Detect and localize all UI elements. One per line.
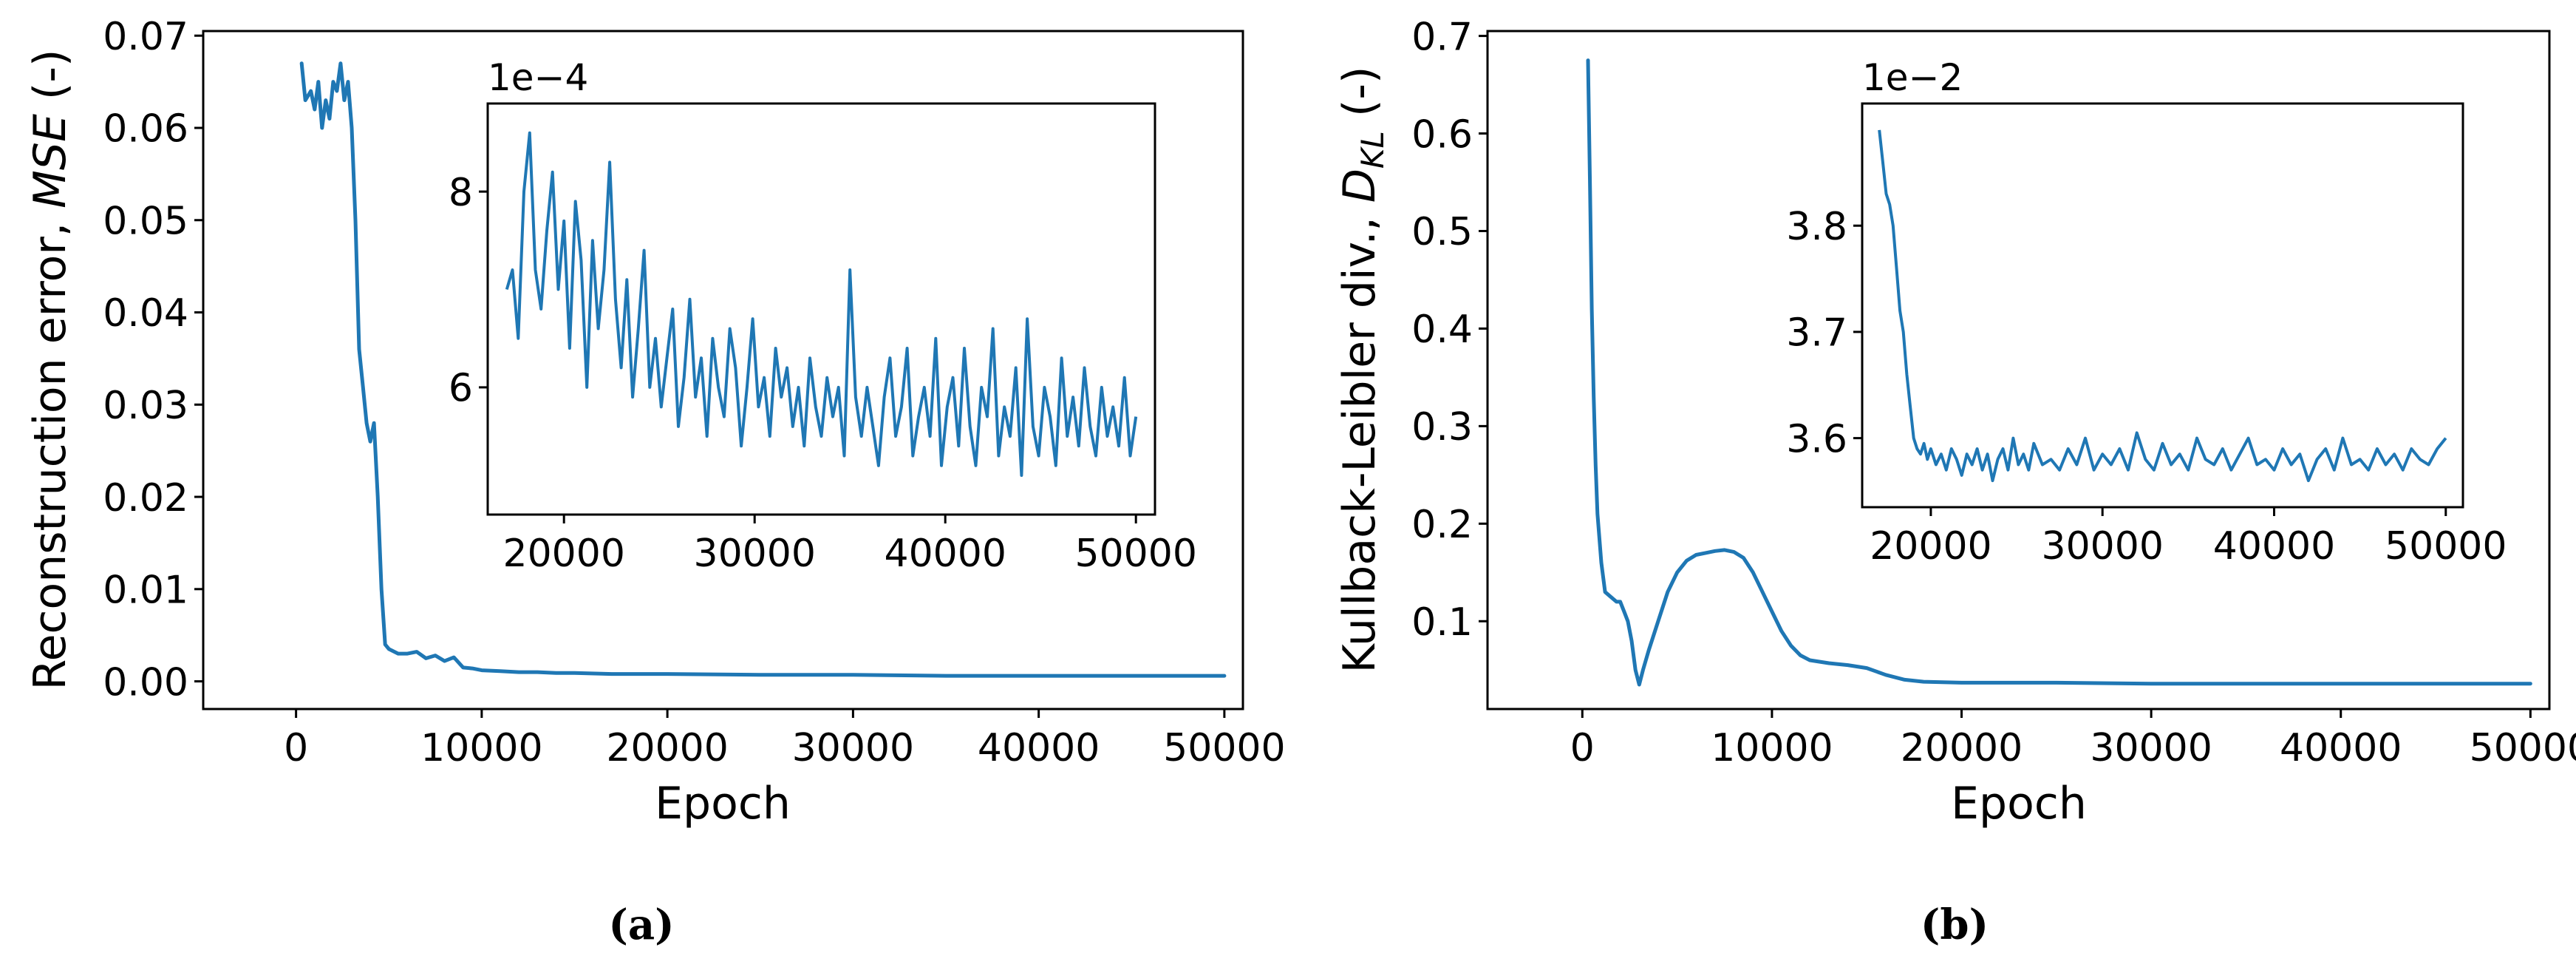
caption-b: (b): [1921, 901, 1989, 949]
y-axis-label-b-suffix: (-): [1334, 67, 1386, 132]
a-xtick-label: 40000: [978, 726, 1100, 770]
a-xtick-label: 30000: [792, 726, 914, 770]
y-axis-label-b-text: Kullback-Leibler div.,: [1334, 203, 1386, 673]
b-inset-xtick-label: 20000: [1870, 524, 1991, 569]
b-inset-ytick-label: 3.7: [1786, 311, 1847, 356]
panel-b: 0 10000 20000 30000 40000 50000 0.1 0.2 0.3 0.4 0…: [1334, 15, 2576, 949]
kl-divergence-line: [1586, 58, 2532, 687]
a-ytick-label: 0.00: [103, 660, 188, 705]
b-ytick-label: 0.2: [1411, 503, 1473, 547]
b-inset-ytick-label: 3.8: [1786, 205, 1847, 249]
b-xtick-label: 0: [1570, 726, 1595, 770]
y-axis-label-b-sub: KL: [1355, 131, 1391, 169]
y-axis-label-b-italic: D: [1334, 169, 1386, 203]
a-inset-ytick-label: 8: [449, 171, 473, 215]
b-inset-xtick-label: 30000: [2041, 524, 2163, 569]
a-ytick-label: 0.01: [103, 569, 188, 613]
y-axis-label-a-suffix: (-): [24, 50, 76, 115]
b-ytick-label: 0.7: [1411, 15, 1473, 59]
b-ytick-label: 0.5: [1411, 210, 1473, 254]
inset-multiplier-a: 1e−4: [488, 56, 588, 99]
a-ytick-label: 0.05: [103, 199, 188, 243]
b-xtick-label: 40000: [2280, 726, 2402, 770]
y-axis-label-a-text: Reconstruction error,: [24, 208, 76, 691]
b-ytick-label: 0.4: [1411, 308, 1473, 352]
kl-divergence-inset-line: [1878, 129, 2447, 483]
b-ytick-label: 0.1: [1411, 600, 1473, 645]
a-inset-xtick-label: 30000: [693, 532, 815, 576]
a-ytick-label: 0.04: [103, 291, 188, 336]
a-ytick-label: 0.03: [103, 384, 188, 428]
inset-multiplier-b: 1e−2: [1862, 56, 1963, 99]
a-ytick-label: 0.02: [103, 476, 188, 520]
a-inset-xtick-label: 20000: [502, 532, 624, 576]
a-xtick-label: 20000: [606, 726, 728, 770]
a-ytick-label: 0.07: [103, 15, 188, 59]
axes-frame-a: [202, 30, 1244, 710]
b-inset-xtick-label: 50000: [2385, 524, 2507, 569]
caption-a: (a): [608, 901, 674, 949]
b-xtick-label: 50000: [2470, 726, 2576, 770]
x-axis-label-b: Epoch: [1951, 778, 2087, 830]
a-inset-xtick-label: 50000: [1074, 532, 1196, 576]
b-inset-ytick-label: 3.6: [1786, 417, 1847, 461]
b-inset-xtick-label: 40000: [2213, 524, 2335, 569]
b-xtick-label: 20000: [1901, 726, 2023, 770]
a-inset-ytick-label: 6: [449, 367, 473, 411]
b-ytick-label: 0.6: [1411, 112, 1473, 157]
y-axis-label-a: Reconstruction error, MSE (-): [24, 50, 76, 691]
a-xtick-label: 10000: [420, 726, 542, 770]
b-xtick-label: 30000: [2090, 726, 2212, 770]
axes-frame-b: [1486, 30, 2551, 710]
a-xtick-label: 50000: [1163, 726, 1285, 770]
a-xtick-label: 0: [284, 726, 308, 770]
b-ytick-label: 0.3: [1411, 405, 1473, 450]
inset-frame-b: [1861, 102, 2464, 509]
inset-frame-a: [486, 102, 1156, 516]
a-ytick-label: 0.06: [103, 107, 188, 152]
panel-a: 0 10000 20000 30000 40000 50000 0.00 0.01 0.02 0…: [24, 15, 1286, 949]
b-xtick-label: 10000: [1711, 726, 1833, 770]
y-axis-label-a-italic: MSE: [24, 114, 76, 208]
reconstruction-error-inset-line: [505, 131, 1138, 477]
reconstruction-error-line: [299, 61, 1227, 678]
a-inset-xtick-label: 40000: [884, 532, 1006, 576]
y-axis-label-b: Kullback-Leibler div., DKL (-): [1334, 67, 1391, 674]
x-axis-label-a: Epoch: [655, 778, 791, 830]
